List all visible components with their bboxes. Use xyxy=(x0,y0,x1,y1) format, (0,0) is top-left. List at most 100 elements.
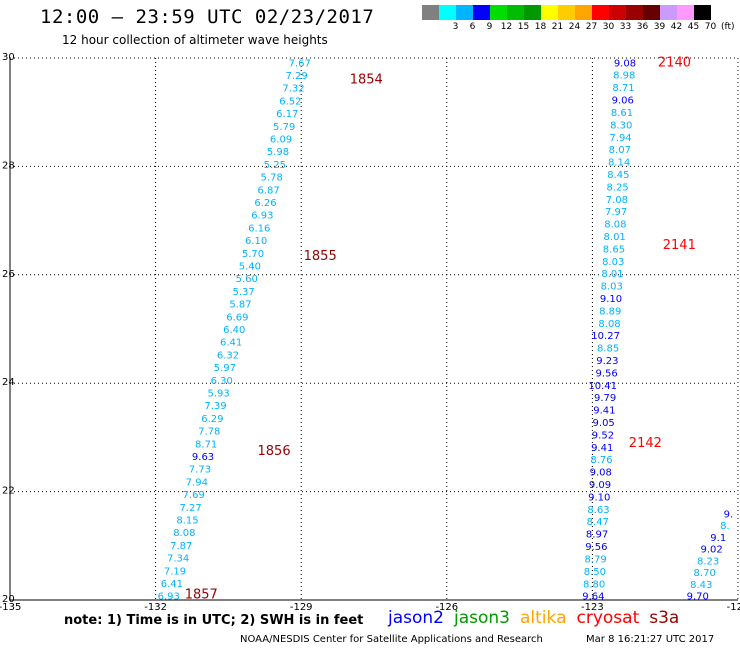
wave-height-value: 9.05 xyxy=(593,418,615,429)
wave-height-value: 7.94 xyxy=(609,133,631,144)
wave-height-value: 6.93 xyxy=(251,211,273,222)
wave-height-value: 8.03 xyxy=(602,257,624,268)
wave-height-value: 9.56 xyxy=(595,368,617,379)
map-title: 12:00 – 23:59 UTC 02/23/2017 xyxy=(40,6,375,28)
scale-label: 45 xyxy=(687,22,700,32)
wave-height-value: 8.70 xyxy=(694,568,716,579)
scale-label: 36 xyxy=(636,22,649,32)
wave-height-value: 8. xyxy=(720,521,730,532)
wave-height-value: 8.30 xyxy=(610,120,632,131)
wave-height-value: 6.52 xyxy=(279,96,301,107)
scale-label: 6 xyxy=(469,22,476,32)
wave-height-value: 9.52 xyxy=(592,430,614,441)
wave-height-value: 8.08 xyxy=(604,220,626,231)
wave-height-value: 5.70 xyxy=(242,249,264,260)
wave-height-value: 9. xyxy=(724,509,734,520)
wave-height-value: 5.97 xyxy=(214,363,236,374)
scale-label: 30 xyxy=(602,22,615,32)
wave-height-value: 7.19 xyxy=(164,566,186,577)
wave-height-value: 6.41 xyxy=(220,338,242,349)
wave-height-value: 9.23 xyxy=(596,356,618,367)
wave-height-value: 9.10 xyxy=(588,492,610,503)
footer: NOAA/NESDIS Center for Satellite Applica… xyxy=(240,634,714,645)
wave-height-value: 8.14 xyxy=(608,158,630,169)
wave-height-value: 8.98 xyxy=(613,71,635,82)
scale-swatch xyxy=(456,5,473,20)
map-subtitle: 12 hour collection of altimeter wave hei… xyxy=(62,33,328,47)
wave-height-value: 8.79 xyxy=(584,554,606,565)
scale-label: 21 xyxy=(551,22,564,32)
scale-swatch xyxy=(490,5,507,20)
scale-swatch xyxy=(694,5,711,20)
scale-swatch xyxy=(660,5,677,20)
wave-height-value: 5.60 xyxy=(236,274,258,285)
scale-label: 9 xyxy=(486,22,493,32)
wave-height-value: 8.76 xyxy=(590,455,612,466)
wave-height-value: 7.29 xyxy=(286,71,308,82)
wave-height-value: 7.78 xyxy=(198,427,220,438)
wave-height-value: 6.93 xyxy=(158,592,180,603)
scale-swatch xyxy=(592,5,609,20)
lon-tick-label: -126 xyxy=(435,602,458,613)
lon-tick-label: -123 xyxy=(581,602,604,613)
wave-height-value: 8.65 xyxy=(603,244,625,255)
wave-height-value: 5.93 xyxy=(208,388,230,399)
wave-height-value: 9.79 xyxy=(594,393,616,404)
pass-time-label: 1857 xyxy=(185,588,218,603)
units-note: note: 1) Time is in UTC; 2) SWH is in fe… xyxy=(64,613,364,628)
wave-height-value: 9.41 xyxy=(591,443,613,454)
wave-height-value: 6.17 xyxy=(276,109,298,120)
wave-height-value: 8.08 xyxy=(173,528,195,539)
wave-height-value: 9.70 xyxy=(687,592,709,603)
wave-height-value: 5.25 xyxy=(264,160,286,171)
scale-label: 3 xyxy=(452,22,459,32)
wave-height-value: 8.03 xyxy=(601,282,623,293)
wave-height-value: 6.29 xyxy=(201,414,223,425)
wave-height-value: 7.73 xyxy=(189,465,211,476)
wave-height-value: 5.37 xyxy=(232,287,254,298)
wave-height-value: 8.61 xyxy=(611,108,633,119)
wave-height-value: 6.69 xyxy=(226,312,248,323)
wave-height-value: 8.47 xyxy=(587,517,609,528)
scale-swatch xyxy=(643,5,660,20)
wave-height-value: 6.87 xyxy=(257,185,279,196)
wave-height-value: 9.63 xyxy=(192,452,214,463)
wave-height-value: 7.39 xyxy=(204,401,226,412)
wave-height-value: 7.08 xyxy=(606,195,628,206)
scale-swatch xyxy=(677,5,694,20)
scale-swatch xyxy=(422,5,439,20)
lat-tick-label: 20 xyxy=(2,594,15,605)
pass-time-label: 2141 xyxy=(663,238,696,253)
pass-time-label: 2142 xyxy=(629,436,662,451)
wave-height-value: 10.27 xyxy=(591,331,620,342)
lat-tick-label: 30 xyxy=(2,52,15,63)
scale-label: 18 xyxy=(534,22,547,32)
footer-timestamp: Mar 8 16:21:27 UTC 2017 xyxy=(586,634,715,645)
wave-height-value: 8.15 xyxy=(176,515,198,526)
wave-height-value: 10.41 xyxy=(588,381,617,392)
wave-height-value: 6.30 xyxy=(211,376,233,387)
wave-height-value: 6.16 xyxy=(248,223,270,234)
wave-height-value: 8.01 xyxy=(601,269,623,280)
wave-height-value: 8.45 xyxy=(607,170,629,181)
wave-height-value: 7.94 xyxy=(186,477,208,488)
wave-height-value: 8.71 xyxy=(612,83,634,94)
wave-height-value: 8.89 xyxy=(599,306,621,317)
scale-swatch xyxy=(558,5,575,20)
wave-height-value: 8.80 xyxy=(583,579,605,590)
scale-label: 42 xyxy=(670,22,683,32)
scale-label: 15 xyxy=(517,22,530,32)
lat-tick-label: 24 xyxy=(2,377,15,388)
wave-height-value: 8.01 xyxy=(604,232,626,243)
legend-jason2: jason2 xyxy=(388,608,444,628)
lat-tick-label: 26 xyxy=(2,269,15,280)
scale-swatch xyxy=(439,5,456,20)
scale-unit: (ft) xyxy=(721,22,735,32)
wave-height-value: 8.43 xyxy=(690,580,712,591)
wave-height-value: 6.10 xyxy=(245,236,267,247)
wave-height-value: 9.08 xyxy=(614,58,636,69)
wave-height-value: 8.50 xyxy=(584,567,606,578)
wave-height-value: 6.41 xyxy=(161,579,183,590)
scale-swatch xyxy=(609,5,626,20)
wave-height-value: 9.06 xyxy=(612,96,634,107)
